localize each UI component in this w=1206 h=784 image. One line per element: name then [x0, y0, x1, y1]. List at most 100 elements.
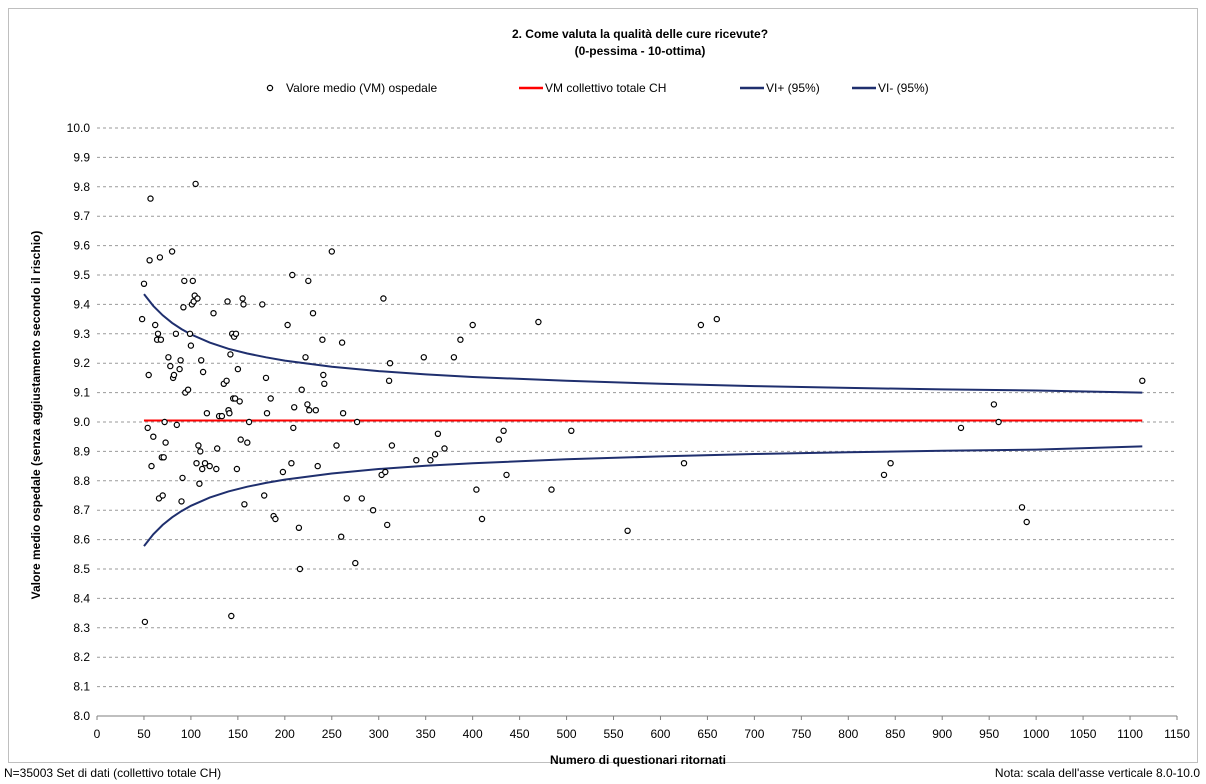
data-point	[234, 365, 242, 373]
data-point	[680, 460, 688, 467]
legend-label: Valore medio (VM) ospedale	[286, 81, 438, 95]
legend-label: VI+ (95%)	[766, 81, 820, 95]
x-tick-label: 950	[979, 727, 999, 741]
data-point	[224, 298, 231, 305]
data-point	[261, 492, 268, 499]
x-tick-label: 1050	[1070, 727, 1097, 741]
data-point	[141, 618, 149, 626]
data-point	[173, 421, 180, 429]
data-point	[170, 371, 178, 379]
data-point	[473, 486, 480, 493]
data-point	[420, 354, 427, 361]
x-tick-label: 300	[369, 727, 389, 741]
y-tick-label: 9.9	[73, 150, 90, 164]
data-point	[236, 398, 243, 405]
y-tick-label: 8.8	[73, 474, 90, 488]
data-point	[154, 330, 162, 337]
data-point	[469, 321, 476, 329]
data-point	[434, 430, 442, 437]
data-point	[184, 386, 192, 393]
data-point	[193, 460, 200, 467]
y-tick-label: 9.4	[73, 297, 90, 311]
data-point	[1023, 518, 1030, 526]
data-point	[713, 315, 721, 323]
grid-lines	[97, 127, 1177, 688]
data-point	[441, 445, 448, 452]
data-point	[233, 465, 241, 473]
y-tick-label: 9.2	[73, 356, 90, 370]
data-point	[151, 321, 159, 329]
ci-upper-line	[143, 293, 1143, 394]
footer-note-right: Nota: scala dell'asse verticale 8.0-10.0	[994, 766, 1200, 780]
data-point	[358, 495, 365, 502]
data-point	[162, 439, 169, 446]
y-tick-label: 8.2	[73, 650, 90, 664]
data-point	[314, 462, 321, 470]
data-point	[495, 436, 503, 443]
data-point	[338, 533, 345, 540]
data-point	[320, 371, 327, 379]
y-tick-label: 8.0	[73, 709, 90, 723]
data-point	[328, 248, 335, 255]
y-tick-label: 8.9	[73, 444, 90, 458]
data-point	[232, 330, 240, 337]
x-tick-labels: 0 50 100 150 200 250 300 350 400 450 500 550 600 650 7…	[94, 727, 1191, 741]
data-point	[168, 248, 176, 255]
data-point	[227, 351, 234, 358]
data-point	[338, 339, 346, 346]
data-point	[159, 492, 166, 499]
data-point	[199, 368, 207, 376]
data-point	[289, 271, 296, 279]
data-point	[189, 277, 196, 285]
x-tick-label: 600	[650, 727, 670, 741]
y-tick-labels: 8.0 8.1 8.2 8.3 8.4 8.5 8.6 8.7 8.8 8.9 9.0 9.1 9.2 9…	[67, 121, 91, 723]
data-point	[343, 495, 350, 502]
data-point	[568, 427, 575, 434]
y-tick-label: 8.1	[73, 680, 90, 694]
y-tick-label: 9.8	[73, 180, 90, 194]
data-point	[333, 442, 340, 449]
x-tick-label: 900	[932, 727, 952, 741]
x-tick-label: 400	[463, 727, 483, 741]
data-point	[206, 462, 213, 470]
data-point	[244, 439, 251, 446]
data-point	[147, 195, 154, 202]
data-point	[624, 527, 631, 535]
data-point	[353, 418, 361, 426]
x-tick-label: 500	[557, 727, 577, 741]
data-point	[284, 321, 291, 329]
data-point	[262, 374, 270, 382]
data-point	[995, 418, 1002, 426]
x-tick-label: 350	[416, 727, 436, 741]
legend-label: VM collettivo totale CH	[545, 81, 666, 95]
data-point	[194, 295, 201, 302]
data-point	[157, 336, 165, 343]
data-point	[144, 424, 151, 432]
data-point	[263, 410, 271, 417]
data-point	[156, 254, 164, 261]
data-point	[305, 277, 312, 285]
data-point	[450, 354, 458, 361]
data-point	[288, 460, 295, 467]
data-point	[548, 486, 555, 493]
data-point	[386, 360, 394, 367]
data-point	[231, 395, 239, 402]
data-point	[302, 354, 309, 361]
data-point	[290, 424, 297, 432]
y-tick-label: 8.7	[73, 503, 90, 517]
data-point	[298, 386, 305, 393]
data-point	[237, 436, 244, 443]
y-tick-label: 8.6	[73, 533, 90, 547]
data-point	[198, 465, 206, 473]
data-point	[195, 442, 202, 449]
data-points	[138, 180, 1146, 626]
data-point	[319, 336, 326, 343]
data-point	[140, 280, 148, 287]
data-point	[218, 412, 226, 420]
data-point	[181, 277, 188, 285]
data-point	[957, 424, 965, 432]
data-point	[201, 460, 209, 467]
x-tick-label: 700	[744, 727, 764, 741]
data-point	[697, 321, 705, 329]
x-tick-label: 750	[791, 727, 811, 741]
